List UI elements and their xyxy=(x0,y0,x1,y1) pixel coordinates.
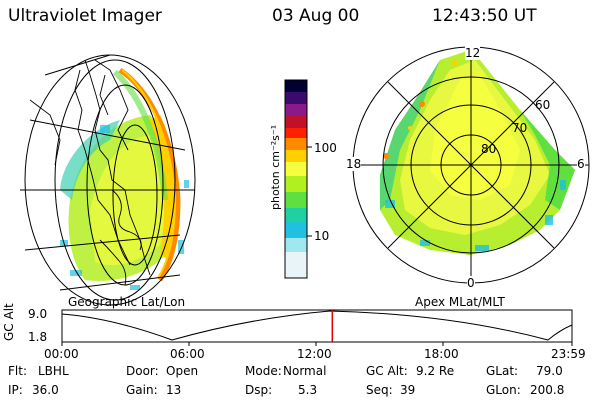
glat-label: GLat: xyxy=(486,364,519,378)
mlat-label-80: 80 xyxy=(481,142,497,156)
gain-label: Gain: xyxy=(126,383,158,397)
right-panel-caption: Apex MLat/MLT xyxy=(415,295,505,309)
colorbar xyxy=(284,79,312,279)
left-panel-caption: Geographic Lat/Lon xyxy=(68,295,186,309)
flt-label: Flt: xyxy=(8,364,27,378)
seq-label: Seq: xyxy=(366,383,393,397)
mlat-label-70: 70 xyxy=(512,121,528,135)
dsp-value: 5.3 xyxy=(298,383,318,397)
colorbar-tick-100: 100 xyxy=(314,141,337,155)
geographic-image xyxy=(20,54,196,306)
colorbar-tick-10: 10 xyxy=(314,229,330,243)
gain-value: 13 xyxy=(166,383,182,397)
timeline-y-top: 9.0 xyxy=(28,307,48,321)
timeline-tick-1: 06:00 xyxy=(170,347,205,361)
glon-value: 200.8 xyxy=(530,383,565,397)
altitude-timeline xyxy=(61,309,573,346)
dsp-label: Dsp: xyxy=(245,383,273,397)
time-label: 12:43:50 UT xyxy=(432,6,537,26)
ip-value: 36.0 xyxy=(32,383,59,397)
ip-label: IP: xyxy=(8,383,23,397)
flt-value: LBHL xyxy=(38,364,69,378)
glat-value: 79.0 xyxy=(536,364,563,378)
mode-label: Mode: xyxy=(245,364,282,378)
app-title: Ultraviolet Imager xyxy=(8,6,162,26)
timeline-axis-label: GC Alt xyxy=(2,303,16,341)
timeline-tick-2: 12:00 xyxy=(297,347,332,361)
glon-label: GLon: xyxy=(486,383,521,397)
mode-value: Normal xyxy=(283,364,327,378)
date-label: 03 Aug 00 xyxy=(272,6,360,26)
seq-value: 39 xyxy=(400,383,416,397)
mlt-label-12: 12 xyxy=(465,46,481,60)
colorbar-unit: photon cm⁻²s⁻¹ xyxy=(269,124,282,210)
timeline-tick-3: 18:00 xyxy=(424,347,459,361)
polar-image xyxy=(352,46,590,284)
mlt-label-6: 6 xyxy=(577,157,585,171)
gcalt-value: 9.2 Re xyxy=(416,364,455,378)
mlt-label-18: 18 xyxy=(346,157,362,171)
mlat-label-60: 60 xyxy=(535,98,551,112)
timeline-tick-0: 00:00 xyxy=(44,347,79,361)
door-value: Open xyxy=(166,364,199,378)
timeline-y-bottom: 1.8 xyxy=(28,330,48,344)
mlt-label-0: 0 xyxy=(467,276,475,290)
door-label: Door: xyxy=(126,364,159,378)
timeline-tick-4: 23:59 xyxy=(551,347,586,361)
gcalt-label: GC Alt: xyxy=(366,364,408,378)
